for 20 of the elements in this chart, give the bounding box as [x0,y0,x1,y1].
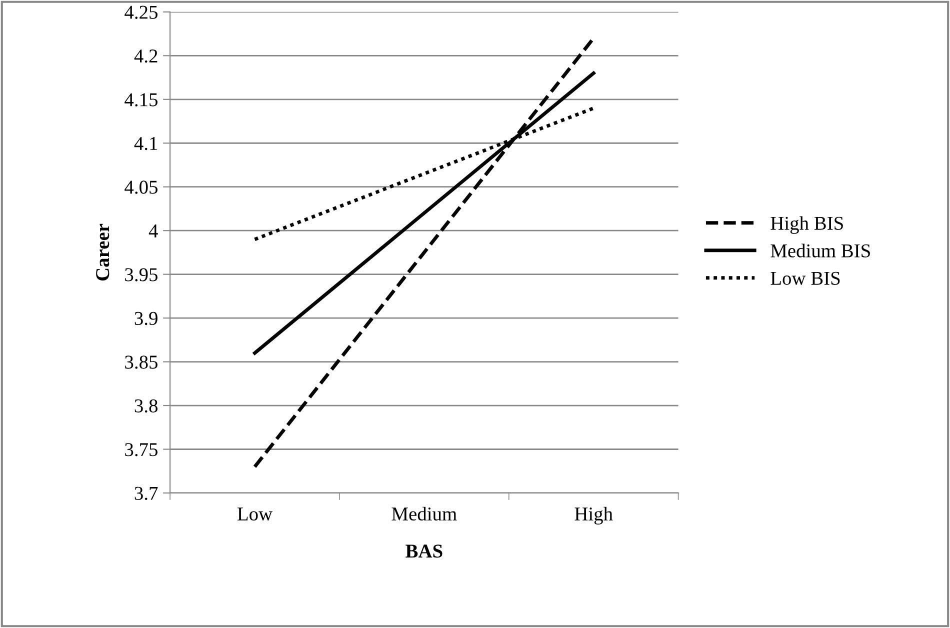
x-tick-label: Medium [392,506,457,521]
y-tick-label: 4.05 [124,180,158,194]
y-tick-label: 3.9 [134,312,158,326]
y-axis-title: Career [96,224,110,280]
y-tick-label: 4.25 [124,6,158,19]
y-tick-label: 3.8 [134,399,158,413]
y-tick-label: 3.75 [125,443,158,456]
y-tick-label: 3.85 [125,356,158,369]
legend-label: Low BIS [770,272,840,285]
y-tick-label: 4.2 [134,50,158,63]
x-axis-title: BAS [406,544,442,558]
x-tick-label: High [574,506,613,525]
y-tick-label: 4.1 [134,137,158,150]
y-tick-label: 4.15 [124,93,158,106]
y-tick-label: 3.95 [125,268,158,282]
y-tick-label: 4 [148,224,158,238]
legend-label: High BIS [770,216,843,234]
legend-label: Medium BIS [770,244,870,258]
x-tick-label: Low [237,508,272,521]
y-tick-label: 3.7 [134,486,158,500]
